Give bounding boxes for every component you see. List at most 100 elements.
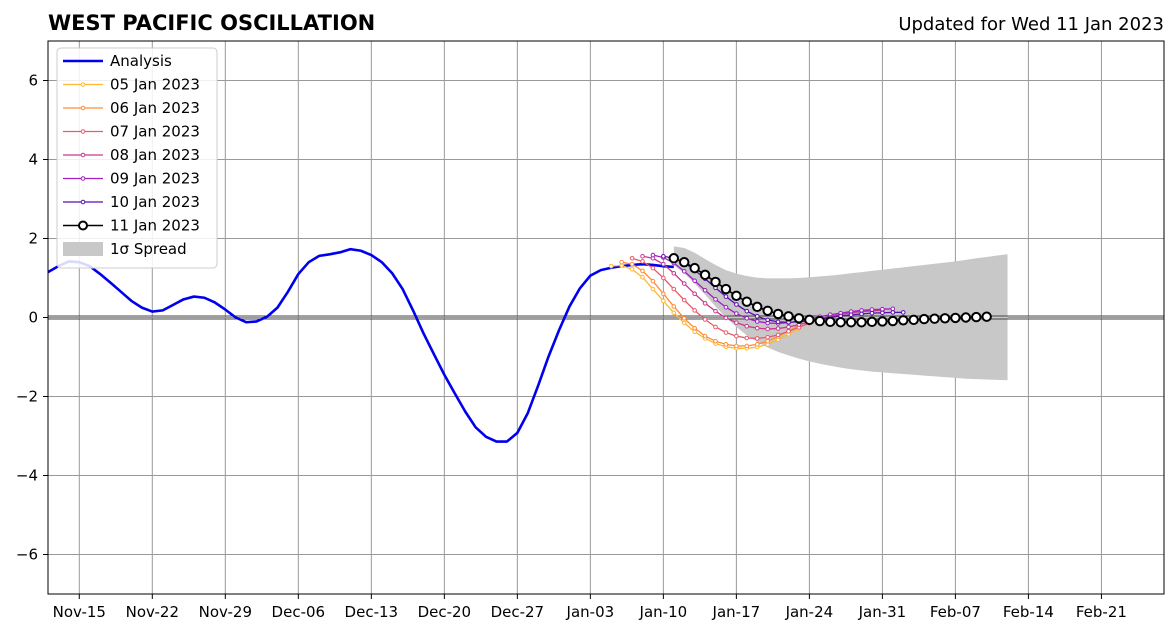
- forecast-point: [786, 329, 791, 334]
- legend-marker: [80, 199, 86, 205]
- forecast-point: [744, 315, 750, 321]
- forecast-point: [744, 343, 750, 349]
- forecast-point: [775, 332, 781, 338]
- legend-entry: 09 Jan 2023: [63, 170, 200, 188]
- legend-marker: [80, 105, 86, 111]
- forecast-point: [723, 315, 729, 321]
- x-tick-label: Jan-31: [858, 603, 907, 621]
- forecast-point: [866, 316, 878, 328]
- forecast-point: [734, 302, 739, 307]
- forecast-point: [887, 315, 899, 327]
- forecast-point: [629, 267, 635, 272]
- legend-label: 10 Jan 2023: [110, 193, 200, 211]
- forecast-point: [671, 310, 677, 316]
- forecast-point: [619, 259, 624, 265]
- forecast-point: [713, 308, 718, 314]
- legend-marker: [80, 82, 86, 87]
- forecast-point: [856, 317, 867, 328]
- y-tick-label: −4: [16, 467, 38, 485]
- legend-entry: 06 Jan 2023: [63, 99, 200, 117]
- x-tick-label: Jan-24: [785, 603, 834, 621]
- forecast-point: [689, 262, 700, 274]
- forecast-point: [950, 312, 961, 324]
- forecast-point: [786, 324, 791, 330]
- forecast-point: [898, 315, 909, 326]
- y-tick-label: 0: [28, 309, 38, 327]
- forecast-point: [723, 294, 729, 299]
- forecast-point: [640, 274, 645, 280]
- legend: Analysis 05 Jan 2023 06 Jan 2023 07 Jan 202…: [56, 47, 218, 269]
- x-tick-label: Dec-20: [418, 603, 472, 621]
- forecast-point: [741, 296, 753, 307]
- forecast-point: [681, 320, 687, 326]
- forecast-point: [971, 311, 982, 323]
- forecast-point: [929, 313, 940, 324]
- x-tick-label: Feb-07: [930, 603, 981, 621]
- forecast-point: [869, 310, 875, 316]
- legend-label: 1σ Spread: [110, 240, 187, 258]
- forecast-point: [650, 278, 656, 284]
- forecast-point: [772, 308, 784, 320]
- forecast-point: [754, 342, 760, 347]
- x-tick-label: Dec-27: [491, 603, 545, 621]
- forecast-point: [880, 310, 885, 316]
- forecast-point: [859, 311, 864, 317]
- forecast-point: [754, 319, 760, 324]
- forecast-point: [877, 316, 888, 327]
- forecast-point: [650, 252, 656, 258]
- chart-subtitle: Updated for Wed 11 Jan 2023: [898, 14, 1164, 35]
- forecast-point: [960, 312, 972, 323]
- legend-entry: 10 Jan 2023: [63, 193, 200, 211]
- forecast-point: [734, 311, 739, 316]
- forecast-point: [754, 325, 760, 331]
- forecast-point: [661, 253, 666, 259]
- forecast-point: [744, 308, 750, 314]
- forecast-point: [765, 317, 770, 323]
- x-tick-label: Jan-03: [566, 603, 615, 621]
- forecast-point: [702, 333, 708, 339]
- forecast-point: [713, 324, 718, 330]
- forecast-point: [918, 313, 930, 325]
- forecast-point: [702, 287, 708, 293]
- x-tick-label: Jan-17: [712, 603, 761, 621]
- y-tick-label: 2: [28, 230, 38, 248]
- analysis-series: [47, 247, 674, 443]
- y-tick-label: 4: [28, 151, 38, 169]
- forecast-point: [681, 268, 687, 274]
- forecast-point: [723, 342, 729, 347]
- forecast-point: [744, 335, 750, 341]
- forecast-point: [981, 311, 992, 322]
- forecast-point: [814, 315, 826, 327]
- forecast-point: [661, 275, 666, 281]
- legend-label: 07 Jan 2023: [110, 123, 200, 141]
- legend-label: 09 Jan 2023: [110, 170, 200, 188]
- forecast-point: [702, 317, 708, 322]
- legend-entry: 05 Jan 2023: [63, 76, 200, 94]
- legend-label: 08 Jan 2023: [110, 146, 200, 164]
- forecast-point: [754, 336, 760, 341]
- forecast-point: [848, 312, 854, 318]
- forecast-point: [713, 297, 718, 302]
- forecast-point: [692, 278, 697, 284]
- x-tick-label: Dec-06: [272, 603, 326, 621]
- x-tick-label: Nov-15: [53, 603, 106, 621]
- forecast-point: [661, 298, 666, 304]
- forecast-point: [765, 334, 770, 340]
- x-tick-label: Jan-10: [639, 603, 688, 621]
- forecast-point: [762, 305, 773, 316]
- forecast-point: [681, 315, 687, 321]
- forecast-point: [939, 313, 951, 324]
- forecast-point: [661, 261, 666, 267]
- forecast-point: [765, 338, 770, 344]
- forecast-point: [629, 261, 635, 267]
- forecast-point: [783, 311, 794, 322]
- forecast-point: [734, 343, 739, 349]
- x-tick-label: Feb-14: [1003, 603, 1054, 621]
- forecast-point: [692, 308, 697, 313]
- legend-entry: 07 Jan 2023: [63, 123, 200, 141]
- forecast-point: [608, 263, 614, 269]
- legend-entry: 11 Jan 2023: [63, 217, 200, 235]
- y-tick-label: 6: [28, 72, 38, 90]
- legend-marker: [80, 152, 86, 158]
